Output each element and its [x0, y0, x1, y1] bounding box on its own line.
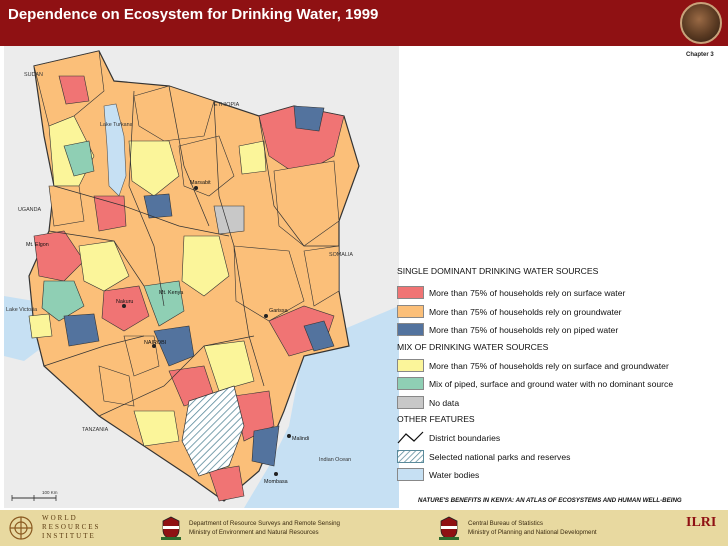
legend-label: More than 75% of households rely on surf…: [429, 288, 626, 298]
dept1-line2: Ministry of Environment and Natural Reso…: [189, 529, 319, 536]
legend-swatch: [397, 286, 424, 299]
legend-heading-mix: MIX OF DRINKING WATER SOURCES: [397, 342, 549, 352]
label-lake-turkana: Lake Turkana: [100, 122, 133, 128]
label-indian-ocean: Indian Ocean: [319, 457, 351, 463]
legend-item-mix-surface-ground: More than 75% of households rely on surf…: [397, 359, 727, 373]
label-ethiopia: ETHIOPIA: [214, 102, 240, 108]
scale-bar: 100 Km: [11, 490, 58, 501]
legend-item-ground: More than 75% of households rely on grou…: [397, 305, 727, 319]
legend-swatch: [397, 359, 424, 372]
legend-label: Water bodies: [429, 470, 480, 480]
label-garissa: Garissa: [269, 308, 288, 314]
legend-item-surface: More than 75% of households rely on surf…: [397, 286, 727, 300]
label-uganda: UGANDA: [18, 207, 41, 213]
footer-bar: [0, 510, 728, 546]
legend-item-mix-all: Mix of piped, surface and ground water w…: [397, 377, 727, 391]
legend-swatch: [397, 323, 424, 336]
hatch-swatch-icon: [397, 450, 424, 463]
label-tanzania: TANZANIA: [82, 427, 109, 433]
label-somalia: SOMALIA: [329, 252, 353, 258]
legend-label: More than 75% of households rely on pipe…: [429, 325, 619, 335]
label-mt-kenya: Mt. Kenya: [159, 290, 183, 296]
wri-line1: WORLD: [42, 514, 78, 522]
indian-ocean: [244, 306, 399, 508]
wri-line3: INSTITUTE: [42, 532, 96, 540]
wri-line2: RESOURCES: [42, 523, 101, 531]
portrait-photo: [680, 2, 722, 44]
chapter-label: Chapter 3: [686, 52, 714, 58]
label-mombasa: Mombasa: [264, 479, 288, 485]
town-dots: [122, 186, 291, 476]
legend-heading-single: SINGLE DOMINANT DRINKING WATER SOURCES: [397, 266, 599, 276]
lake-turkana: [103, 103, 127, 197]
dept-cbs: Central Bureau of Statistics Ministry of…: [468, 519, 597, 537]
legend-label: Mix of piped, surface and ground water w…: [429, 379, 674, 389]
wri-name: WORLD RESOURCES INSTITUTE: [42, 514, 100, 541]
legend-item-district: District boundaries: [397, 431, 727, 445]
district-boundaries: [43, 85, 339, 417]
ilri-logo: ILRI: [686, 515, 717, 530]
kenya-map: SUDAN ETHIOPIA Lake Turkana UGANDA Marsa…: [4, 46, 399, 508]
legend-swatch: [397, 305, 424, 318]
tsavo-park: [181, 385, 245, 477]
legend-label: District boundaries: [429, 433, 501, 443]
label-nairobi: NAIROBI: [144, 340, 166, 346]
legend-label: More than 75% of households rely on grou…: [429, 307, 622, 317]
label-marsabit: Marsabit: [190, 180, 211, 186]
legend-swatch: [397, 396, 424, 409]
legend-item-piped: More than 75% of households rely on pipe…: [397, 323, 727, 337]
dept-drsrs: Department of Resource Surveys and Remot…: [189, 519, 340, 537]
kenya-coat-of-arms-icon: [161, 516, 181, 540]
legend-item-no-data: No data: [397, 396, 727, 410]
legend-label: No data: [429, 398, 460, 408]
legend-item-water: Water bodies: [397, 468, 727, 482]
page-title: Dependence on Ecosystem for Drinking Wat…: [8, 6, 379, 23]
label-malindi: Malindi: [292, 436, 309, 442]
atlas-title: NATURE'S BENEFITS IN KENYA: AN ATLAS OF …: [418, 497, 682, 504]
dept2-line1: Central Bureau of Statistics: [468, 520, 543, 527]
wri-logo-icon: [6, 514, 36, 542]
district-boundary-icon: [397, 431, 424, 444]
scale-label: 100 Km: [42, 490, 58, 495]
label-sudan: SUDAN: [24, 72, 43, 78]
label-nakuru: Nakuru: [116, 299, 133, 305]
legend-label: Selected national parks and reserves: [429, 452, 571, 462]
label-mt-elgon: Mt. Elgon: [26, 242, 49, 248]
dept2-line2: Ministry of Planning and National Develo…: [468, 529, 597, 536]
header-bar: Dependence on Ecosystem for Drinking Wat…: [0, 0, 728, 46]
region-patches: [28, 50, 345, 502]
legend-label: More than 75% of households rely on surf…: [429, 361, 669, 371]
legend-item-parks: Selected national parks and reserves: [397, 450, 727, 464]
kenya-coat-of-arms-icon: [439, 516, 459, 540]
legend-heading-other: OTHER FEATURES: [397, 414, 475, 424]
dept1-line1: Department of Resource Surveys and Remot…: [189, 520, 340, 527]
label-lake-victoria: Lake Victoria: [6, 307, 37, 313]
legend-swatch: [397, 377, 424, 390]
legend-swatch: [397, 468, 424, 481]
